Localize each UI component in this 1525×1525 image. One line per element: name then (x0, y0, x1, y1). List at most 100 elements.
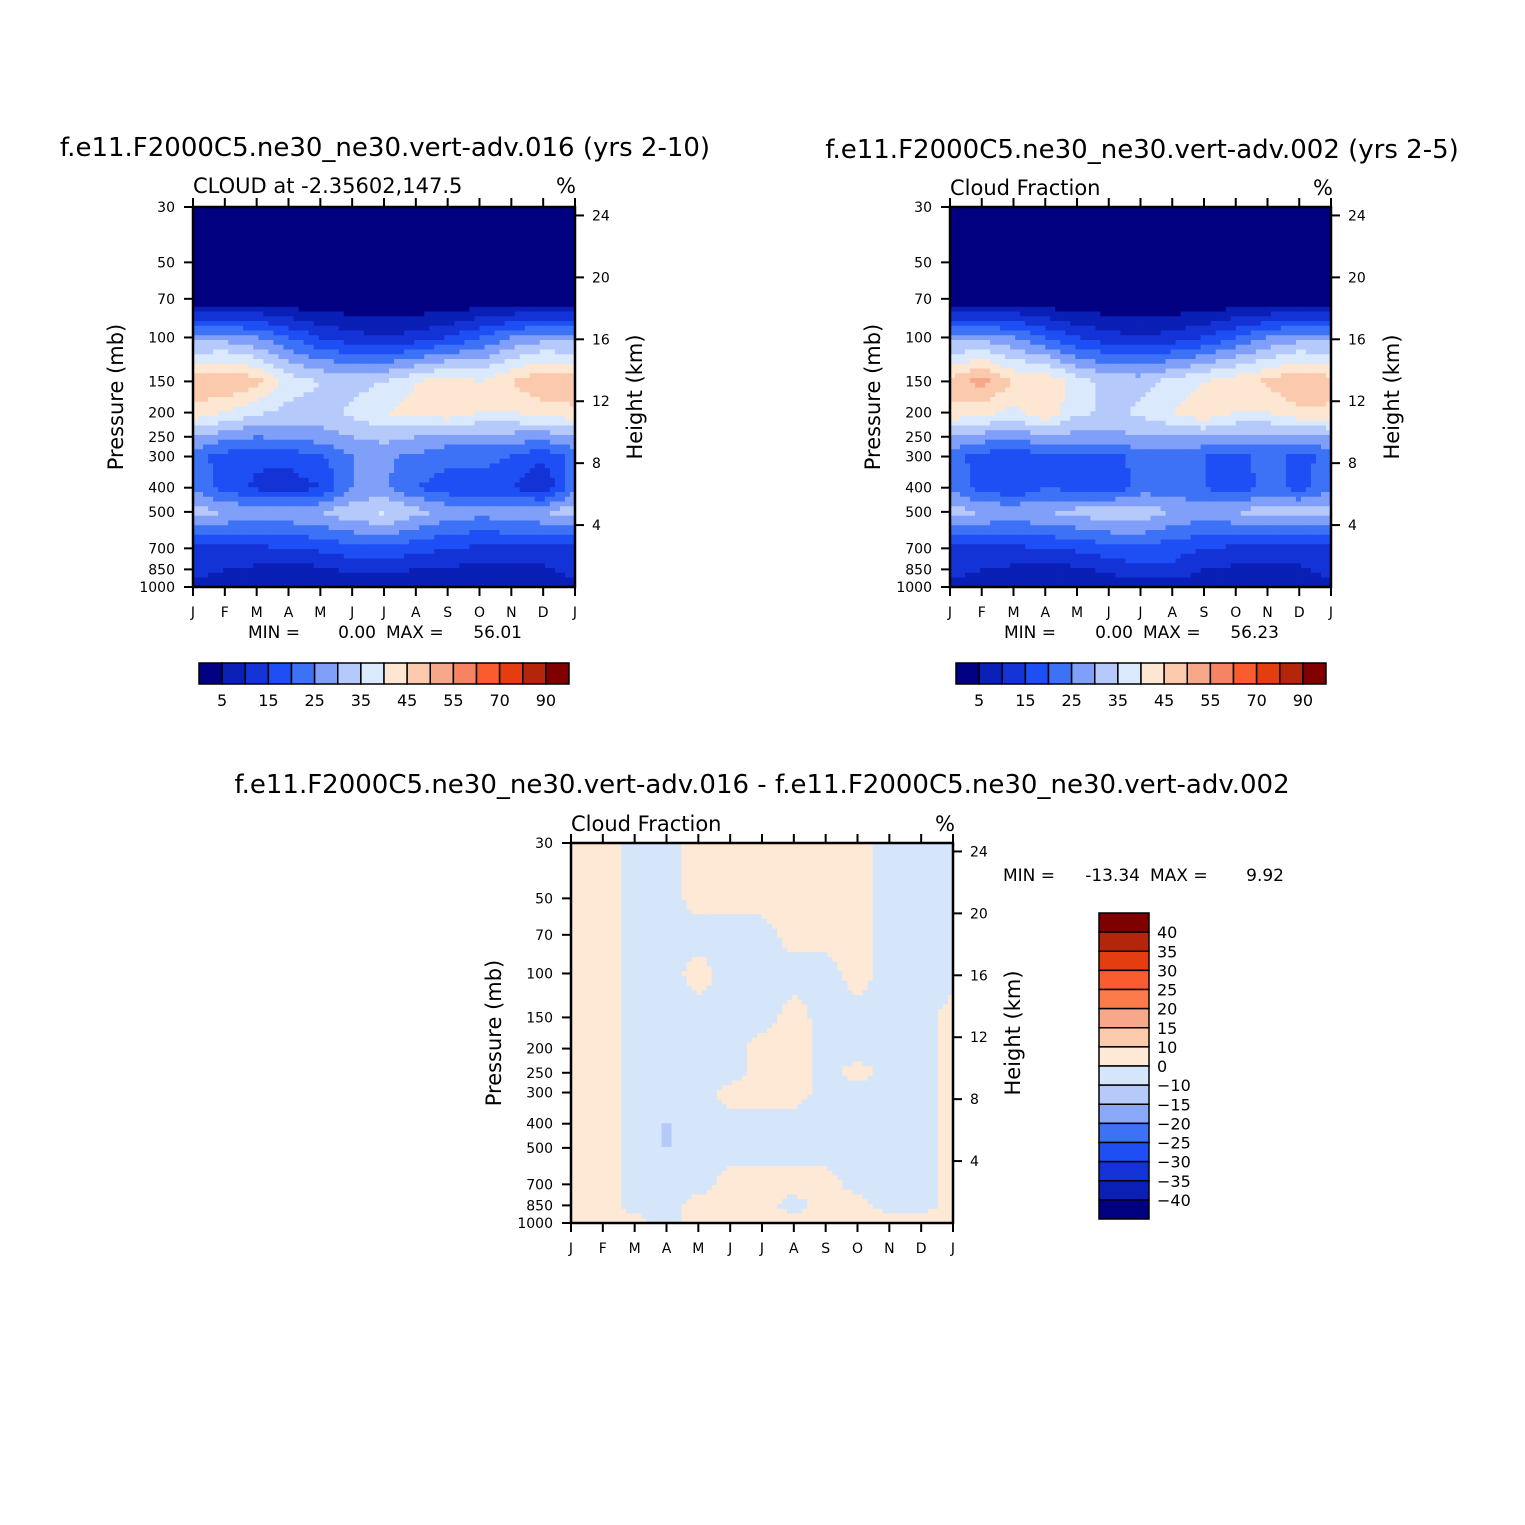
field-cell (314, 226, 320, 231)
field-cell (424, 464, 430, 469)
field-cell (354, 373, 360, 378)
field-cell (530, 449, 536, 454)
field-cell (248, 359, 254, 364)
field-cell (258, 383, 264, 388)
field-cell (500, 331, 506, 336)
field-cell (429, 421, 435, 426)
field-cell (314, 340, 320, 345)
field-cell (560, 221, 566, 226)
field-cell (283, 293, 289, 298)
field-cell (449, 364, 455, 369)
field-cell (344, 369, 350, 374)
field-cell (268, 274, 274, 279)
field-cell (404, 302, 410, 307)
field-cell (329, 245, 335, 250)
field-cell (459, 278, 465, 283)
field-cell (535, 492, 541, 497)
field-cell (344, 316, 350, 321)
field-cell (399, 217, 405, 222)
field-cell (505, 402, 511, 407)
field-cell (344, 345, 350, 350)
field-cell (374, 350, 380, 355)
field-cell (500, 278, 506, 283)
field-cell (349, 402, 355, 407)
field-cell (289, 226, 295, 231)
field-cell (213, 483, 219, 488)
field-cell (545, 397, 551, 402)
field-cell (253, 312, 259, 317)
field-cell (208, 454, 214, 459)
field-cell (238, 411, 244, 416)
field-cell (550, 326, 556, 331)
field-cell (525, 250, 531, 255)
field-cell (314, 312, 320, 317)
field-cell (560, 345, 566, 350)
field-cell (243, 506, 249, 511)
field-cell (248, 340, 254, 345)
field-cell (480, 231, 486, 236)
field-cell (459, 259, 465, 264)
field-cell (419, 321, 425, 326)
field-cell (454, 464, 460, 469)
field-cell (394, 487, 400, 492)
field-cell (505, 492, 511, 497)
field-cell (464, 468, 470, 473)
field-cell (238, 331, 244, 336)
field-cell (414, 511, 420, 516)
field-cell (404, 316, 410, 321)
field-cell (263, 435, 269, 440)
field-cell (439, 231, 445, 236)
field-cell (490, 378, 496, 383)
field-cell (273, 426, 279, 431)
field-cell (399, 283, 405, 288)
field-cell (429, 297, 435, 302)
field-cell (228, 383, 234, 388)
field-cell (283, 269, 289, 274)
field-cell (203, 416, 209, 421)
field-cell (349, 293, 355, 298)
field-cell (349, 492, 355, 497)
field-cell (299, 231, 305, 236)
field-cell (429, 506, 435, 511)
field-cell (223, 255, 229, 260)
field-cell (490, 245, 496, 250)
field-cell (263, 416, 269, 421)
field-cell (510, 331, 516, 336)
field-cell (404, 212, 410, 217)
field-cell (399, 340, 405, 345)
field-cell (329, 231, 335, 236)
field-cell (364, 397, 370, 402)
field-cell (218, 331, 224, 336)
field-cell (289, 383, 295, 388)
field-cell (540, 435, 546, 440)
field-cell (394, 350, 400, 355)
field-cell (248, 373, 254, 378)
field-cell (258, 274, 264, 279)
field-cell (359, 264, 365, 269)
field-cell (495, 359, 501, 364)
field-cell (339, 288, 345, 293)
field-cell (349, 416, 355, 421)
field-cell (444, 445, 450, 450)
field-cell (218, 278, 224, 283)
field-cell (530, 312, 536, 317)
field-cell (208, 245, 214, 250)
field-cell (319, 283, 325, 288)
field-cell (454, 321, 460, 326)
field-cell (198, 464, 204, 469)
field-cell (495, 483, 501, 488)
field-cell (253, 240, 259, 245)
field-cell (289, 259, 295, 264)
field-cell (535, 487, 541, 492)
field-cell (294, 231, 300, 236)
field-cell (505, 316, 511, 321)
field-cell (218, 440, 224, 445)
field-cell (389, 302, 395, 307)
field-cell (464, 483, 470, 488)
field-cell (449, 350, 455, 355)
field-cell (399, 231, 405, 236)
field-cell (299, 226, 305, 231)
field-cell (198, 421, 204, 426)
field-cell (409, 321, 415, 326)
field-cell (304, 231, 310, 236)
